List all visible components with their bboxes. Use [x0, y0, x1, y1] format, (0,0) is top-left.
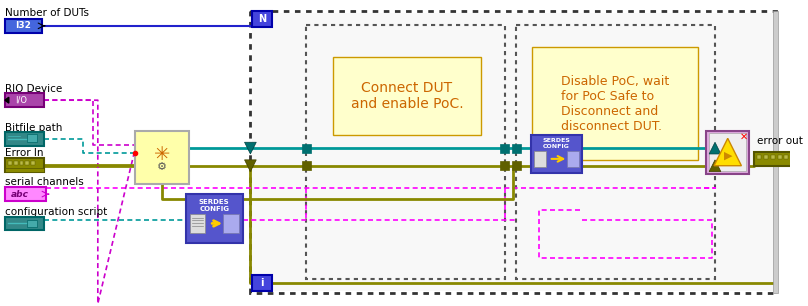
Bar	[333, 57, 482, 135]
Bar	[306, 25, 505, 279]
Bar	[757, 155, 761, 159]
Bar	[706, 130, 749, 174]
Polygon shape	[709, 142, 721, 154]
Text: SERDES
CONFIG: SERDES CONFIG	[543, 138, 570, 149]
Bar	[771, 155, 775, 159]
Polygon shape	[714, 138, 742, 166]
Text: RIO Device: RIO Device	[5, 84, 62, 94]
Text: ▶: ▶	[723, 151, 732, 161]
Text: error out: error out	[757, 136, 803, 146]
Bar	[772, 11, 777, 293]
Bar	[764, 155, 768, 159]
Bar	[14, 161, 18, 165]
Bar	[250, 11, 776, 293]
Text: ⚙: ⚙	[157, 162, 167, 172]
Bar	[709, 133, 747, 171]
Bar	[27, 219, 37, 227]
Text: SERDES
CONFIG: SERDES CONFIG	[199, 199, 229, 212]
Bar	[500, 161, 509, 170]
Bar	[531, 135, 582, 173]
Bar	[532, 47, 698, 160]
Text: Number of DUTs: Number of DUTs	[5, 8, 89, 18]
Text: i: i	[260, 278, 264, 288]
Bar	[252, 11, 272, 27]
Text: ✕: ✕	[739, 131, 747, 141]
Bar	[186, 194, 242, 243]
Bar	[785, 155, 789, 159]
Bar	[301, 144, 310, 152]
Text: configuration script: configuration script	[5, 207, 107, 217]
Bar	[27, 134, 37, 142]
Bar	[512, 161, 521, 170]
Bar	[534, 151, 545, 167]
Text: ✳: ✳	[154, 145, 170, 164]
Bar	[567, 151, 579, 167]
Bar	[25, 161, 29, 165]
Bar	[512, 144, 521, 152]
Text: Error In: Error In	[5, 148, 44, 158]
Bar	[5, 132, 44, 146]
Bar	[32, 161, 36, 165]
Bar	[754, 152, 798, 166]
Bar	[5, 158, 44, 172]
Text: N: N	[258, 14, 266, 24]
Text: abc: abc	[11, 190, 28, 199]
Polygon shape	[5, 97, 9, 103]
Bar	[5, 217, 44, 230]
Bar	[777, 155, 781, 159]
Polygon shape	[245, 160, 256, 172]
Bar	[190, 214, 205, 233]
Bar	[252, 13, 774, 291]
Polygon shape	[245, 142, 256, 154]
Bar	[252, 275, 272, 291]
Polygon shape	[709, 160, 721, 172]
Bar	[19, 161, 23, 165]
Bar	[5, 19, 42, 33]
Bar	[5, 168, 44, 172]
Bar	[135, 130, 189, 184]
Text: Bitfile path: Bitfile path	[5, 123, 62, 133]
Text: Connect DUT
and enable PoC.: Connect DUT and enable PoC.	[351, 81, 463, 111]
Text: I/O: I/O	[15, 96, 27, 105]
Bar	[8, 161, 12, 165]
Bar	[500, 144, 509, 152]
Text: serial channels: serial channels	[5, 177, 84, 188]
Bar	[516, 25, 715, 279]
Bar	[301, 161, 310, 170]
Bar	[223, 214, 238, 233]
Bar	[5, 187, 46, 201]
Bar	[5, 93, 44, 107]
Text: I32: I32	[15, 21, 32, 30]
Text: Disable PoC, wait
for PoC Safe to
Disconnect and
disconnect DUT.: Disable PoC, wait for PoC Safe to Discon…	[561, 75, 669, 132]
